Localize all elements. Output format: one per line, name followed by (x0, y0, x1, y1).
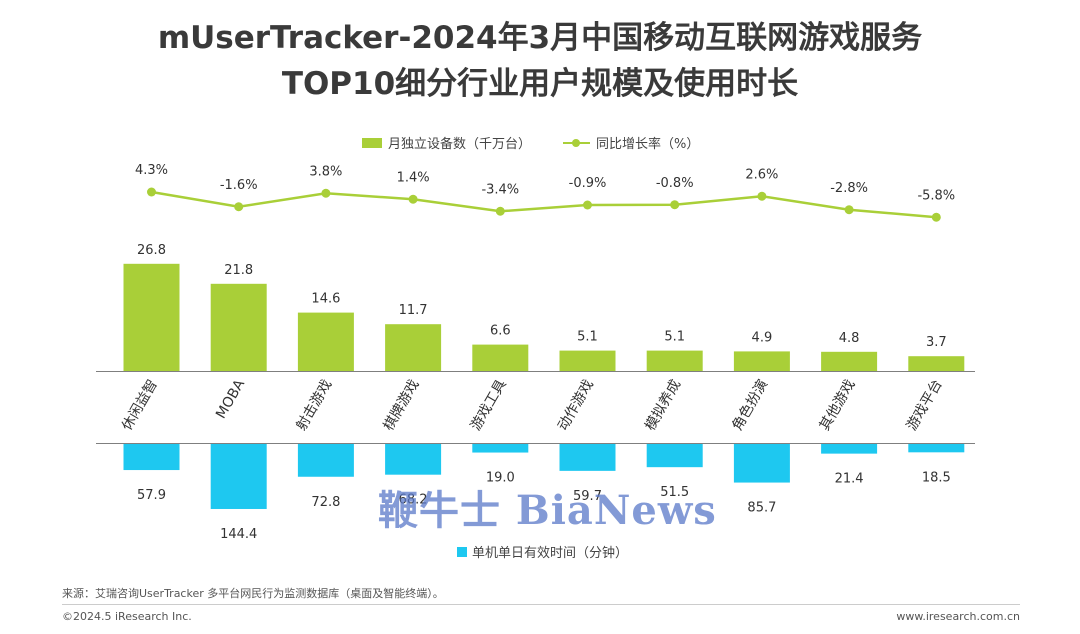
time-value-label: 51.5 (660, 485, 689, 500)
growth-line (151, 190, 937, 219)
device-value-label: 14.6 (311, 292, 340, 307)
growth-point (408, 194, 418, 204)
growth-point (583, 200, 592, 210)
time-bar (123, 444, 180, 471)
legend-bottom: 单机单日有效时间（分钟） (457, 545, 628, 561)
time-bar (908, 444, 965, 453)
legend-time-label: 单机单日有效时间（分钟） (472, 545, 628, 561)
growth-value-label: -5.8% (917, 188, 955, 203)
growth-point (931, 212, 941, 222)
growth-point (844, 205, 854, 215)
growth-value-label: 4.3% (135, 163, 168, 178)
time-value-label: 72.8 (311, 495, 340, 510)
device-bar (646, 350, 703, 371)
time-bar (559, 444, 616, 471)
growth-value-label: 1.4% (397, 170, 430, 185)
device-value-label: 11.7 (399, 303, 428, 318)
time-value-label: 144.4 (220, 527, 257, 542)
time-bar (733, 444, 790, 483)
category-label: 射击游戏 (294, 377, 336, 433)
legend-bar-label: 月独立设备数（千万台） (388, 136, 531, 152)
legend-line-label: 同比增长率（%） (596, 136, 699, 152)
time-bar (385, 444, 442, 475)
growth-value-label: 3.8% (309, 164, 342, 179)
category-label: 动作游戏 (555, 377, 597, 433)
device-value-label: 5.1 (664, 330, 685, 345)
footer-divider (62, 604, 1020, 605)
device-bar (210, 283, 267, 371)
growth-value-label: -2.8% (830, 181, 868, 196)
device-value-label: 6.6 (490, 324, 511, 339)
category-label: 棋牌游戏 (380, 377, 423, 434)
device-bar (908, 356, 965, 371)
device-value-label: 5.1 (577, 330, 598, 345)
category-label: 休闲益智 (119, 377, 161, 433)
time-bar (646, 444, 703, 468)
growth-value-label: -0.9% (569, 176, 607, 191)
time-bar (297, 444, 354, 477)
watermark-logo: 鞭牛士 BiaNews (378, 487, 717, 534)
time-value-label: 57.9 (137, 488, 166, 503)
time-bar (472, 444, 529, 453)
time-value-label: 68.2 (399, 493, 428, 508)
time-value-label: 85.7 (747, 501, 776, 516)
category-label: 角色扮演 (729, 377, 772, 434)
growth-value-label: -0.8% (656, 176, 694, 191)
category-label: 模拟养成 (642, 377, 684, 433)
time-value-label: 59.7 (573, 489, 602, 504)
device-value-label: 26.8 (137, 243, 166, 258)
time-bar (210, 444, 267, 509)
legend-bar-swatch (362, 138, 382, 148)
growth-point (234, 202, 244, 212)
category-label: 游戏工具 (468, 377, 510, 433)
device-bar (733, 351, 790, 371)
device-bar (472, 344, 529, 371)
category-label: 其他游戏 (817, 377, 859, 433)
growth-point (321, 188, 331, 198)
chart-title-line2: TOP10细分行业用户规模及使用时长 (281, 66, 799, 102)
growth-value-label: 2.6% (745, 167, 778, 182)
growth-value-label: -3.4% (481, 182, 519, 197)
time-value-label: 19.0 (486, 471, 515, 486)
growth-point (147, 187, 156, 197)
growth-point (670, 200, 680, 210)
time-value-label: 21.4 (835, 472, 864, 487)
legend-line-marker (572, 139, 580, 147)
device-bar (559, 350, 616, 371)
growth-value-label: -1.6% (220, 178, 258, 193)
legend-time-swatch (457, 547, 467, 557)
website: www.iresearch.com.cn (896, 610, 1020, 623)
device-value-label: 4.9 (752, 330, 773, 345)
category-label: 游戏平台 (904, 377, 946, 433)
device-bar (297, 312, 354, 371)
time-value-label: 18.5 (922, 470, 951, 485)
source-note: 来源：艾瑞咨询UserTracker 多平台网民行为监测数据库（桌面及智能终端）… (62, 587, 444, 600)
device-bar (385, 324, 442, 371)
device-bar (123, 263, 180, 371)
device-value-label: 3.7 (926, 335, 947, 350)
category-label: MOBA (213, 377, 248, 422)
copyright: ©2024.5 iResearch Inc. (62, 610, 192, 623)
growth-point (495, 206, 505, 216)
legend-top: 月独立设备数（千万台） 同比增长率（%） (362, 136, 699, 152)
device-value-label: 21.8 (224, 263, 253, 278)
device-value-label: 4.8 (839, 331, 860, 346)
chart-title-line1: mUserTracker-2024年3月中国移动互联网游戏服务 (157, 20, 923, 56)
device-bar (821, 351, 878, 371)
growth-point (757, 191, 767, 201)
time-bar (821, 444, 878, 454)
